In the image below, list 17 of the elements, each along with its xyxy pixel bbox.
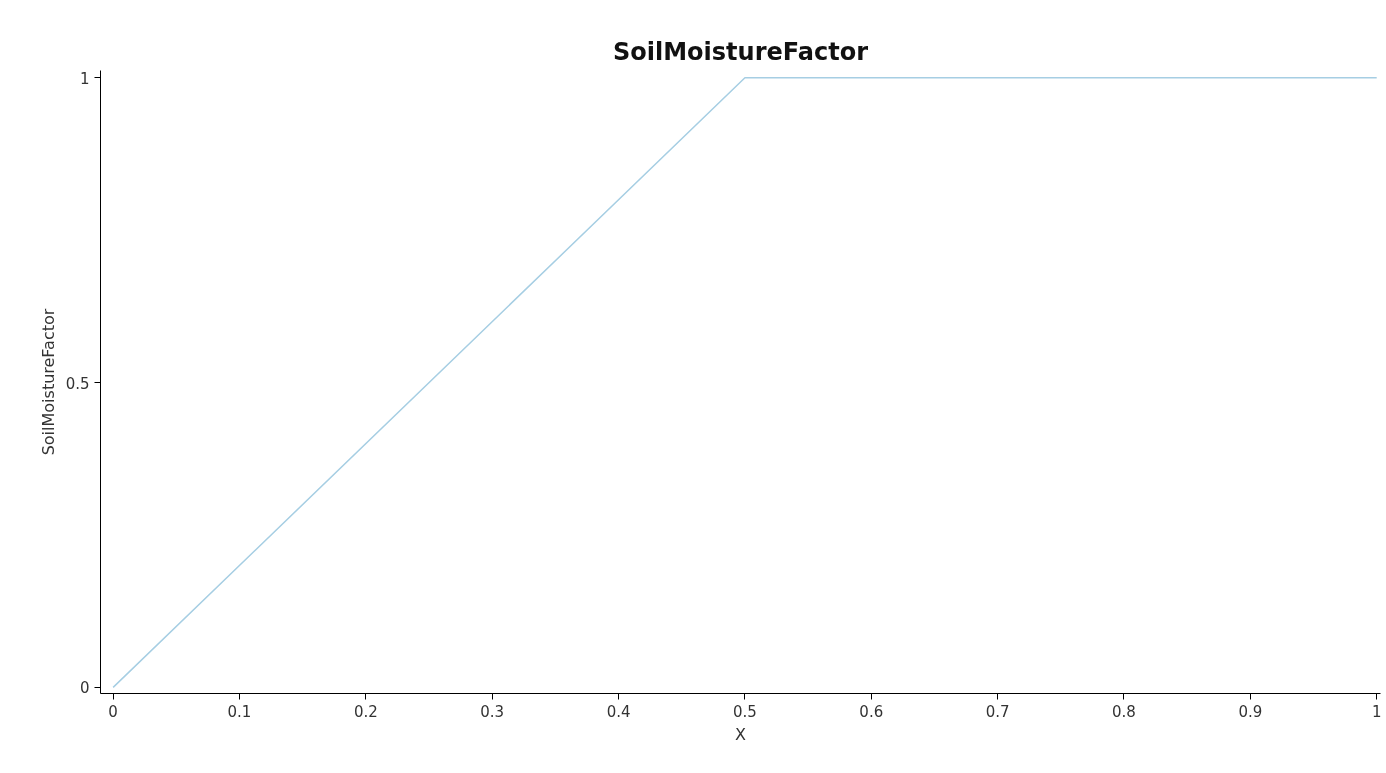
x-tick-label: 0.8 xyxy=(1112,702,1136,721)
x-tick-label: 0.2 xyxy=(353,702,378,721)
x-tick-label: 0.5 xyxy=(732,702,757,721)
x-tick-label: 0.9 xyxy=(1238,702,1263,721)
chart-title: SoilMoistureFactor xyxy=(613,37,869,66)
x-tick-label: 0.6 xyxy=(859,702,884,721)
x-tick-label: 0 xyxy=(108,702,118,721)
x-tick-label: 0.7 xyxy=(985,702,1010,721)
y-tick-label: 0 xyxy=(79,679,90,698)
y-tick-label: 1 xyxy=(79,69,90,88)
x-tick-label: 0.1 xyxy=(227,702,252,721)
x-tick-label: 0.4 xyxy=(606,702,631,721)
x-tick-label: 0.3 xyxy=(480,702,505,721)
y-axis-title: SoilMoistureFactor xyxy=(38,308,58,456)
y-tick-label: 0.5 xyxy=(65,374,90,393)
x-tick-label: 1 xyxy=(1371,702,1382,721)
x-axis-title: X xyxy=(735,724,747,744)
